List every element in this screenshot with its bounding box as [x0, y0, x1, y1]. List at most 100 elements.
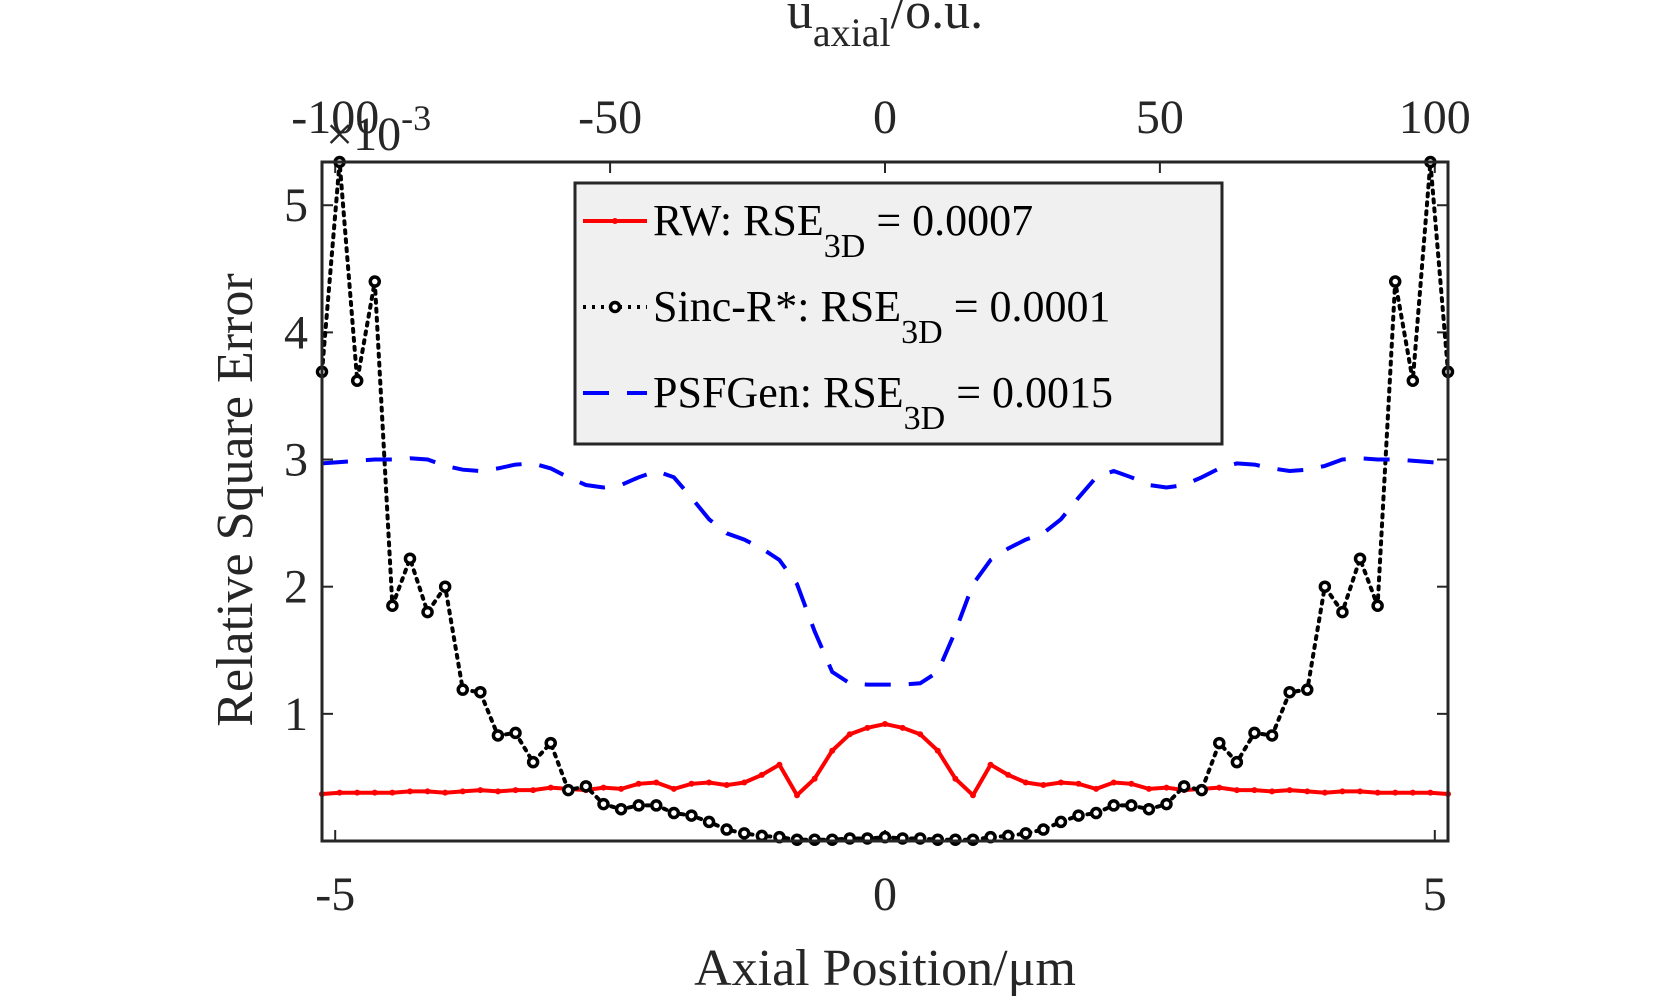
series-marker: [846, 731, 853, 738]
series-line: [321, 456, 1449, 687]
series-marker: [459, 788, 466, 795]
series-marker: [1353, 552, 1367, 565]
series-marker: [509, 726, 522, 740]
y-axis-title: Relative Square Error: [207, 273, 264, 726]
series-marker: [1019, 827, 1032, 840]
series-marker: [1142, 802, 1156, 816]
series-marker: [934, 747, 941, 754]
series-marker: [544, 736, 557, 750]
series-marker: [526, 755, 540, 769]
y-tick-label: 1: [284, 688, 308, 741]
top-x-tick-label: -50: [578, 91, 642, 144]
series-marker: [1371, 599, 1384, 613]
series-marker: [1216, 784, 1223, 791]
series-marker: [618, 785, 625, 792]
top-axis-title: uaxial/o.u.: [787, 0, 983, 55]
series-marker: [741, 779, 748, 786]
series-marker: [1251, 787, 1258, 794]
series-marker: [386, 599, 399, 613]
series-marker: [1374, 789, 1381, 796]
series-marker: [368, 275, 382, 288]
series-marker: [579, 780, 593, 793]
x-tick-label: 5: [1423, 868, 1447, 921]
series-marker: [952, 775, 959, 782]
series-marker: [1075, 780, 1082, 787]
series-marker: [389, 789, 396, 796]
y-tick-label: 2: [284, 561, 308, 614]
y-tick-label: 5: [284, 179, 308, 232]
series-marker: [562, 783, 575, 797]
series-marker: [635, 780, 642, 787]
series-marker: [720, 823, 733, 836]
legend-label-rest: = 0.0007: [865, 196, 1033, 245]
series-marker: [1269, 788, 1276, 795]
legend-label-rest: = 0.0001: [943, 282, 1111, 331]
series-marker: [864, 724, 871, 731]
series-marker: [899, 724, 906, 731]
series-marker: [1213, 736, 1226, 750]
y-exponent-power: -3: [401, 98, 431, 138]
series-marker: [1089, 806, 1103, 820]
series-marker: [1022, 779, 1029, 786]
series-marker: [1388, 275, 1402, 288]
series-marker: [1339, 788, 1346, 795]
series-marker: [614, 802, 628, 816]
series-marker: [1057, 779, 1064, 786]
series-marker: [987, 761, 994, 768]
series-marker: [1125, 799, 1138, 812]
series-marker: [530, 787, 537, 794]
series-marker: [670, 785, 677, 792]
series-marker: [882, 721, 888, 728]
series-marker: [371, 789, 378, 796]
series-marker: [1301, 683, 1314, 696]
series-marker: [547, 784, 554, 791]
legend-label-sub: 3D: [901, 314, 943, 351]
series-marker: [1283, 685, 1296, 699]
series-line: [321, 721, 1449, 799]
x-tick-label: -5: [315, 868, 355, 921]
legend-label-main: Sinc-R*: RSE: [653, 282, 901, 331]
series-marker: [650, 799, 663, 812]
top-x-tick-label: 100: [1399, 91, 1471, 144]
series-marker: [421, 605, 434, 619]
series-marker: [1286, 787, 1293, 794]
series-marker: [1037, 823, 1050, 836]
series-marker: [1357, 788, 1364, 795]
series-marker: [1233, 787, 1240, 794]
series-marker: [1110, 779, 1117, 786]
series-marker: [702, 815, 716, 829]
series-marker: [494, 788, 501, 795]
series-marker: [755, 829, 769, 843]
series-marker: [600, 784, 607, 791]
top-x-tick-label: 50: [1136, 91, 1184, 144]
series-marker: [685, 809, 698, 822]
series-marker: [491, 729, 505, 742]
series-marker: [1128, 780, 1135, 787]
top-axis-title-sub: axial: [813, 10, 891, 55]
series-marker: [688, 780, 695, 787]
top-axis-title-main: u: [787, 0, 813, 40]
series-marker: [969, 792, 976, 799]
plot-frame: [320, 160, 1450, 843]
y-exponent-base: ×10: [326, 108, 401, 161]
series-marker: [1005, 771, 1012, 778]
series-marker: [477, 787, 484, 794]
series-marker: [758, 771, 765, 778]
x-axis-title: Axial Position/μm: [694, 940, 1076, 997]
series-marker: [829, 747, 836, 754]
legend-box: [573, 181, 1224, 446]
series-marker: [667, 806, 681, 820]
series-marker: [917, 731, 924, 738]
series-marker: [1406, 374, 1420, 387]
series-marker: [1318, 580, 1332, 593]
legend-label-rest: = 0.0015: [945, 368, 1113, 417]
series-marker: [1304, 788, 1311, 795]
top-x-tick-label: 0: [873, 91, 897, 144]
series-marker: [456, 683, 469, 696]
legend-label: PSFGen: RSE3D = 0.0015: [653, 368, 1113, 437]
series-marker: [1160, 797, 1173, 811]
series-marker: [1072, 809, 1085, 822]
x-tick-label: 0: [873, 868, 897, 921]
series-marker: [706, 779, 713, 786]
